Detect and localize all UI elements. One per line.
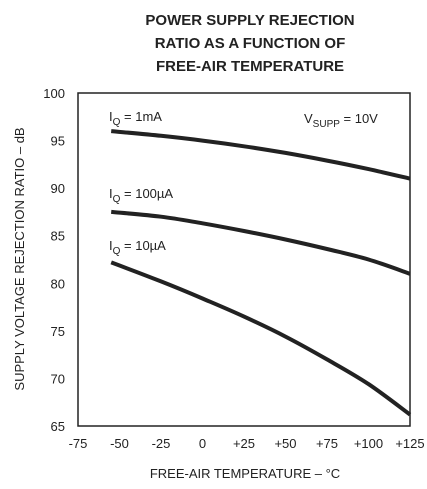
series-label-10ua: IQ = 10µA bbox=[109, 238, 166, 257]
series-line bbox=[111, 129, 411, 181]
supply-annotation-text: VSUPP = 10V bbox=[304, 111, 378, 130]
chart-title-line-3: FREE-AIR TEMPERATURE bbox=[156, 58, 344, 75]
series-lines bbox=[110, 129, 412, 417]
series-label-text: IQ = 1mA bbox=[109, 109, 162, 128]
x-tick-label: -50 bbox=[110, 436, 129, 451]
y-tick-label: 100 bbox=[43, 86, 65, 101]
x-tick-label: +25 bbox=[233, 436, 255, 451]
x-tick-label: +50 bbox=[274, 436, 296, 451]
series-label-text: IQ = 100µA bbox=[109, 186, 173, 205]
series-label-1ma: IQ = 1mA bbox=[109, 109, 162, 128]
series-label-100ua: IQ = 100µA bbox=[109, 186, 173, 205]
x-tick-label: -75 bbox=[69, 436, 88, 451]
y-axis-label: SUPPLY VOLTAGE REJECTION RATIO – dB bbox=[12, 127, 27, 390]
x-tick-label: +125 bbox=[395, 436, 424, 451]
series-line bbox=[110, 260, 412, 417]
x-tick-label: 0 bbox=[199, 436, 206, 451]
x-tick-label: +75 bbox=[316, 436, 338, 451]
y-tick-label: 70 bbox=[51, 371, 65, 386]
y-tick-label: 95 bbox=[51, 134, 65, 149]
chart-title: POWER SUPPLY REJECTION RATIO AS A FUNCTI… bbox=[145, 12, 354, 75]
x-tick-labels: -75 -50 -25 0 +25 +50 +75 +100 +125 bbox=[69, 436, 425, 451]
x-tick-label: -25 bbox=[152, 436, 171, 451]
y-tick-label: 90 bbox=[51, 181, 65, 196]
supply-annotation: VSUPP = 10V bbox=[304, 111, 378, 130]
x-tick-label: +100 bbox=[354, 436, 383, 451]
series-line bbox=[111, 209, 411, 276]
y-tick-label: 75 bbox=[51, 324, 65, 339]
chart-title-line-1: POWER SUPPLY REJECTION bbox=[145, 12, 354, 29]
y-tick-label: 80 bbox=[51, 276, 65, 291]
plot-frame bbox=[77, 92, 411, 427]
chart-title-line-2: RATIO AS A FUNCTION OF bbox=[155, 35, 346, 52]
x-axis-label: FREE-AIR TEMPERATURE – °C bbox=[150, 466, 340, 481]
y-tick-label: 65 bbox=[51, 419, 65, 434]
y-tick-labels: 65 70 75 80 85 90 95 100 bbox=[43, 86, 65, 434]
y-tick-label: 85 bbox=[51, 229, 65, 244]
series-label-text: IQ = 10µA bbox=[109, 238, 166, 257]
